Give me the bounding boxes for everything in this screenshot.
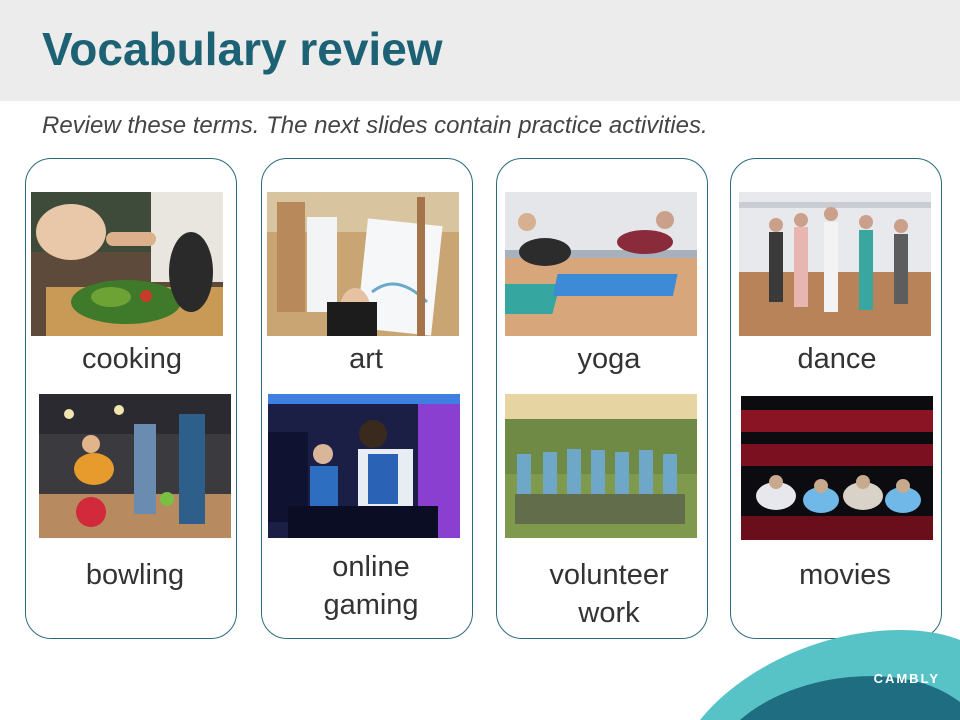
cooking-photo — [31, 192, 223, 336]
term-online-gaming: online gaming — [323, 551, 419, 621]
term-yoga: yoga — [577, 343, 641, 375]
cambly-logo: CAMBLY — [873, 671, 940, 686]
online-gaming-photo — [268, 394, 460, 538]
art-photo — [267, 192, 459, 336]
term-bowling: bowling — [85, 559, 185, 591]
movies-photo — [741, 396, 933, 540]
brand-corner-shape — [700, 630, 960, 720]
bowling-photo — [39, 394, 231, 538]
term-art: art — [349, 343, 383, 375]
term-dance: dance — [797, 343, 877, 375]
term-volunteer-work: volunteer work — [549, 559, 669, 629]
slide-title: Vocabulary review — [42, 23, 443, 75]
slide-subtitle: Review these terms. The next slides cont… — [42, 112, 708, 139]
yoga-photo — [505, 192, 697, 336]
volunteer-work-photo — [505, 394, 697, 538]
title-bar — [0, 0, 960, 101]
dance-photo — [739, 192, 931, 336]
term-cooking: cooking — [82, 343, 182, 375]
term-movies: movies — [799, 559, 891, 591]
